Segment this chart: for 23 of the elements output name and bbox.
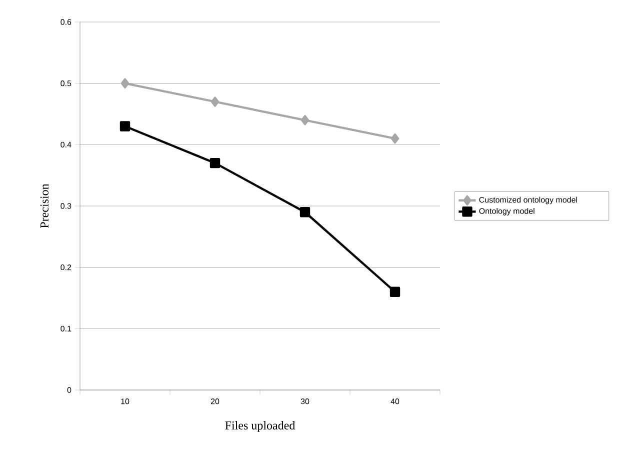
legend-label: Ontology model [479, 208, 534, 216]
y-tick-label: 0.3 [60, 203, 72, 209]
point [120, 121, 130, 132]
x-axis-title: Files uploaded [225, 421, 296, 432]
x-tick-label: 20 [210, 398, 220, 404]
y-tick-label: 0.2 [60, 264, 72, 270]
y-axis-title: Precision [40, 184, 48, 228]
y-tick-label: 0.5 [60, 80, 72, 86]
point [210, 158, 220, 168]
point [390, 286, 400, 297]
y-tick-label: 0.6 [60, 19, 72, 25]
point [210, 96, 220, 107]
point [120, 78, 130, 88]
point [390, 133, 400, 144]
y-tick-label: 0 [67, 387, 72, 393]
y-tick-label: 0.4 [60, 142, 72, 148]
legend-label: Customized ontology model [479, 196, 578, 204]
x-tick-label: 30 [300, 398, 310, 404]
x-tick-label: 10 [121, 398, 130, 404]
point [300, 207, 310, 218]
x-tick-label: 40 [390, 398, 400, 404]
point [300, 115, 310, 126]
y-tick-label: 0.1 [60, 326, 72, 332]
